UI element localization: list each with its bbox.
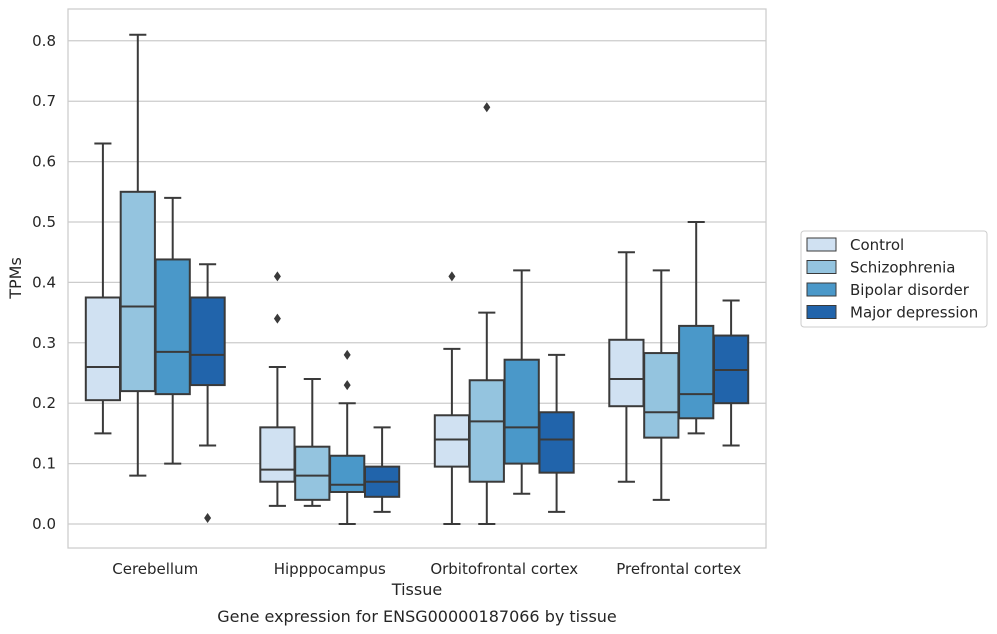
y-tick-label: 0.0 — [32, 515, 56, 533]
legend-label: Bipolar disorder — [850, 281, 970, 299]
box — [329, 349, 366, 525]
legend-swatch — [806, 305, 837, 319]
box — [468, 102, 505, 525]
x-tick-label: Cerebellum — [112, 560, 198, 578]
box — [363, 426, 401, 513]
y-tick-label: 0.1 — [32, 455, 56, 473]
box — [189, 263, 226, 523]
iqr-box — [294, 445, 331, 501]
outlier-point — [273, 313, 281, 324]
iqr-box — [433, 414, 471, 468]
y-tick-label: 0.4 — [32, 273, 56, 291]
plot-area-frame — [67, 8, 767, 549]
iqr-box — [84, 296, 122, 402]
outlier-point — [343, 349, 351, 360]
box — [119, 33, 156, 477]
legend-frame — [800, 230, 988, 328]
iqr-box — [154, 258, 191, 396]
outlier-point — [273, 271, 281, 282]
box — [712, 299, 750, 447]
x-tick-label: Prefrontal cortex — [616, 560, 741, 578]
y-tick-label: 0.7 — [32, 92, 56, 110]
x-tick-label: Hipppocampus — [274, 560, 386, 578]
iqr-box — [678, 324, 715, 420]
box — [259, 271, 296, 507]
legend-items: Control Schizophrenia Bipolar disorder Majo… — [806, 236, 978, 322]
outlier-point — [204, 512, 212, 523]
iqr-box — [119, 190, 156, 393]
y-axis-ticks: 0.0 0.1 0.2 0.3 0.4 0.5 0.6 0.7 0.8 — [32, 32, 56, 533]
x-axis-ticks: Cerebellum Hipppocampus Orbitofrontal cort… — [112, 560, 741, 578]
y-tick-label: 0.8 — [32, 32, 56, 50]
box — [608, 251, 645, 483]
series-bipolar-disorder — [154, 196, 715, 525]
iqr-box — [538, 411, 575, 474]
iqr-box — [503, 358, 540, 465]
legend-label: Major depression — [850, 304, 978, 322]
iqr-box — [259, 426, 296, 483]
iqr-box — [468, 379, 505, 483]
legend-swatch — [806, 260, 837, 274]
outlier-point — [448, 271, 456, 282]
box — [84, 142, 122, 435]
y-tick-label: 0.6 — [32, 153, 56, 171]
y-tick-label: 0.3 — [32, 334, 56, 352]
box — [678, 221, 715, 435]
series-schizophrenia — [119, 33, 680, 525]
x-axis-title: Tissue — [391, 580, 442, 599]
series-major-depression — [189, 263, 750, 523]
legend-swatch — [806, 237, 837, 252]
y-tick-label: 0.5 — [32, 213, 56, 231]
outlier-point — [483, 102, 491, 113]
box — [538, 353, 575, 513]
series-control — [84, 142, 645, 525]
figure-caption: Gene expression for ENSG00000187066 by t… — [217, 607, 617, 626]
legend-label: Schizophrenia — [850, 259, 955, 277]
box — [154, 196, 191, 465]
y-axis-title: TPMs — [6, 257, 25, 300]
x-tick-label: Orbitofrontal cortex — [430, 560, 578, 578]
iqr-box — [329, 454, 366, 493]
box — [643, 269, 680, 501]
iqr-box — [643, 352, 680, 439]
iqr-box — [608, 338, 645, 408]
legend-swatch — [806, 282, 837, 297]
box — [503, 269, 540, 495]
box-series — [84, 33, 750, 525]
y-tick-label: 0.2 — [32, 394, 56, 412]
outlier-point — [343, 380, 351, 391]
legend-label: Control — [850, 236, 904, 254]
legend: Control Schizophrenia Bipolar disorder Majo… — [800, 230, 988, 328]
iqr-box — [189, 296, 226, 387]
